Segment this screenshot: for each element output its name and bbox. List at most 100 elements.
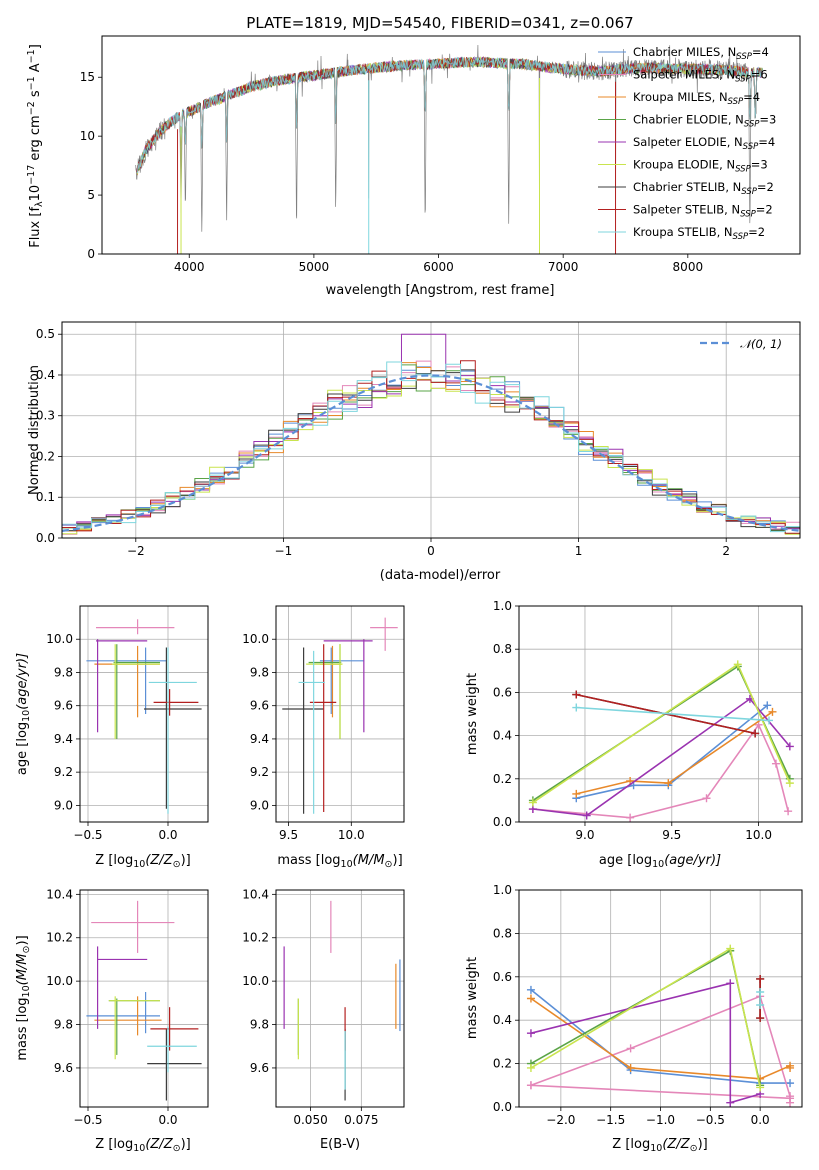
weight-vs-z-marker-salpeter_stelib — [756, 1014, 765, 1023]
age-vs-mass-xlabel-part: log — [321, 853, 341, 868]
age-vs-z-ylabel-part: 10 — [21, 710, 32, 722]
spectrum-axes: 4000 5000 6000 7000 8000 0 5 10 15 — [80, 35, 801, 274]
legend-label-sub: SSP — [735, 75, 751, 85]
age-vs-z-axes: −0.5 0.0 9.0 9.2 9.4 9.6 9.8 10.0 — [46, 605, 209, 842]
legend-label-eq: =4 — [752, 45, 769, 59]
spectrum-ylabel-part: A — [28, 63, 43, 76]
mass-vs-z-ylabel: mass [log10(M/M⊙)] — [15, 935, 32, 1060]
legend-label-sub: SSP — [735, 165, 751, 175]
residuals-ytick-label: 0.3 — [36, 409, 55, 423]
mass-vs-z-ytick-label: 10.0 — [46, 974, 73, 988]
legend-label-sub: SSP — [744, 120, 760, 130]
age-vs-z-ylabel-part: (age/yr)] — [15, 653, 30, 710]
weight-vs-z-ytick-label: 0.8 — [493, 926, 512, 940]
age-vs-mass-plot — [282, 617, 398, 814]
weight-vs-z-ytick-label: 1.0 — [493, 883, 512, 897]
legend-label-text: Salpeter STELIB, N — [633, 203, 740, 217]
weight-vs-age-xlabel-part: age [ — [599, 853, 632, 868]
residuals-ytick-label: 0.2 — [36, 449, 55, 463]
legend-label-salpeter_stelib: Salpeter STELIB, NSSP=2 — [633, 203, 773, 220]
age-vs-z-ylabel-part: age [ — [15, 742, 30, 775]
weight-vs-age-marker-salpeter_miles — [771, 759, 780, 768]
weight-vs-age-xlabel-part: log — [632, 853, 652, 868]
weight-vs-z-marker-kroupa_miles — [526, 994, 535, 1003]
age-vs-z-ylabel: age [log10(age/yr)] — [15, 653, 32, 775]
weight-vs-age-marker-kroupa_miles — [572, 789, 581, 798]
weight-vs-age-ylabel: mass weight — [465, 673, 480, 755]
spectrum-xtick-label: 7000 — [548, 260, 579, 274]
histogram-kroupa_stelib — [62, 361, 800, 533]
age-vs-z-ytick-label: 9.0 — [54, 798, 73, 812]
legend-label-salpeter_miles: Salpeter MILES, NSSP=6 — [633, 68, 768, 85]
weight-vs-age-ylabel-part: mass weight — [465, 673, 480, 755]
mass-vs-z-xlabel: Z [log10(Z/Z⊙)] — [95, 1137, 190, 1154]
legend-label-sub: SSP — [743, 142, 759, 152]
weight-vs-age-line-chabrier_miles — [576, 704, 768, 799]
mass-vs-z-xlabel-part: log — [113, 1137, 133, 1152]
residuals-xtick-label: −1 — [275, 544, 293, 558]
legend-label-eq: =2 — [756, 203, 773, 217]
legend-label-eq: =3 — [751, 158, 768, 172]
spectrum-ylabel-part: −1 — [26, 49, 37, 63]
weight-vs-z-xtick-label: −1.5 — [596, 1113, 625, 1127]
legend-label-sub: SSP — [728, 97, 744, 107]
spectrum-ylabel-part: −1 — [26, 76, 37, 90]
weight-vs-age-marker-salpeter_elodie — [582, 811, 591, 820]
weight-vs-age-plot — [528, 660, 794, 822]
mass-vs-z-xlabel-part: ⊙ — [173, 1143, 181, 1154]
legend-label-eq: =2 — [757, 180, 774, 194]
weight-vs-z-xtick-label: −2.0 — [546, 1113, 575, 1127]
age-vs-z-xlabel-part: )] — [181, 853, 191, 868]
mass-vs-ebv-xlabel-part: E(B-V) — [320, 1137, 360, 1152]
age-vs-mass-xlabel-part: )] — [393, 853, 403, 868]
weight-vs-age-xlabel: age [log10(age/yr)] — [599, 853, 721, 870]
weight-vs-age-ytick-label: 1.0 — [493, 599, 512, 613]
spectrum-ylabel-part: λ — [34, 201, 45, 207]
weight-vs-age-ytick-label: 0.4 — [493, 729, 512, 743]
spectrum-xtick-label: 6000 — [423, 260, 454, 274]
weight-vs-age-marker-kroupa_miles — [768, 707, 777, 716]
weight-vs-z-marker-kroupa_stelib — [756, 1001, 765, 1010]
weight-vs-z-xlabel-part: log — [630, 1137, 650, 1152]
weight-vs-age-xtick-label: 10.0 — [745, 828, 772, 842]
spectrum-ylabel-part: Flux [f — [28, 207, 43, 248]
weight-vs-age-marker-kroupa_miles — [664, 779, 673, 788]
weight-vs-age-xlabel-part: 10 — [652, 859, 664, 870]
mass-vs-ebv-plot — [283, 900, 401, 1101]
mass-vs-z-ylabel-part: log — [15, 997, 30, 1017]
weight-vs-z-marker-salpeter_elodie — [526, 1029, 535, 1038]
legend-label-text: Salpeter MILES, N — [633, 68, 735, 82]
weight-vs-z-marker-salpeter_stelib — [756, 974, 765, 983]
weight-vs-age-ytick-label: 0.0 — [493, 815, 512, 829]
legend-label-text: Kroupa MILES, N — [633, 90, 728, 104]
weight-vs-z-xlabel-part: (Z/ — [662, 1137, 682, 1152]
legend-label-kroupa_stelib: Kroupa STELIB, NSSP=2 — [633, 225, 765, 242]
spectrum-title: PLATE=1819, MJD=54540, FIBERID=0341, z=0… — [246, 14, 633, 32]
legend-label-eq: =6 — [751, 68, 768, 82]
mass-vs-z-ylabel-part: (M/ — [15, 963, 30, 985]
mass-vs-ebv-axes: 0.050 0.075 9.6 9.8 10.0 10.2 10.4 — [242, 887, 405, 1127]
histogram-salpeter_stelib — [62, 360, 800, 534]
weight-vs-z-marker-kroupa_elodie — [726, 944, 735, 953]
mass-vs-z-xlabel-part: Z — [163, 1137, 174, 1152]
spectrum-ylabel: Flux [fλ10−17 erg cm−2 s−1 A−1] — [26, 44, 45, 248]
residuals-ytick-label: 0.1 — [36, 490, 55, 504]
weight-vs-z-frame — [518, 889, 803, 1108]
weight-vs-z-ytick-label: 0.4 — [493, 1013, 512, 1027]
residuals-xlabel: (data-model)/error — [380, 568, 501, 583]
spectrum-plot — [135, 44, 763, 254]
weight-vs-age-line-kroupa_stelib — [576, 706, 770, 722]
age-vs-mass-ytick-label: 9.4 — [250, 732, 269, 746]
mass-vs-ebv-frame — [275, 889, 405, 1108]
legend-label-text: Chabrier MILES, N — [633, 45, 736, 59]
residuals-xtick-label: −2 — [127, 544, 145, 558]
weight-vs-z-xtick-label: 0.0 — [751, 1113, 770, 1127]
legend-label-text: Chabrier STELIB, N — [633, 180, 741, 194]
age-vs-mass-xlabel-part: 10 — [341, 859, 353, 870]
legend-label-sub: SSP — [733, 232, 749, 242]
spectrum-ytick-label: 15 — [80, 70, 95, 84]
legend-label-chabrier_miles: Chabrier MILES, NSSP=4 — [633, 45, 769, 62]
age-vs-mass-ytick-label: 9.6 — [250, 699, 269, 713]
weight-vs-age-xtick-label: 9.0 — [575, 828, 594, 842]
weight-vs-age-ytick-label: 0.2 — [493, 772, 512, 786]
